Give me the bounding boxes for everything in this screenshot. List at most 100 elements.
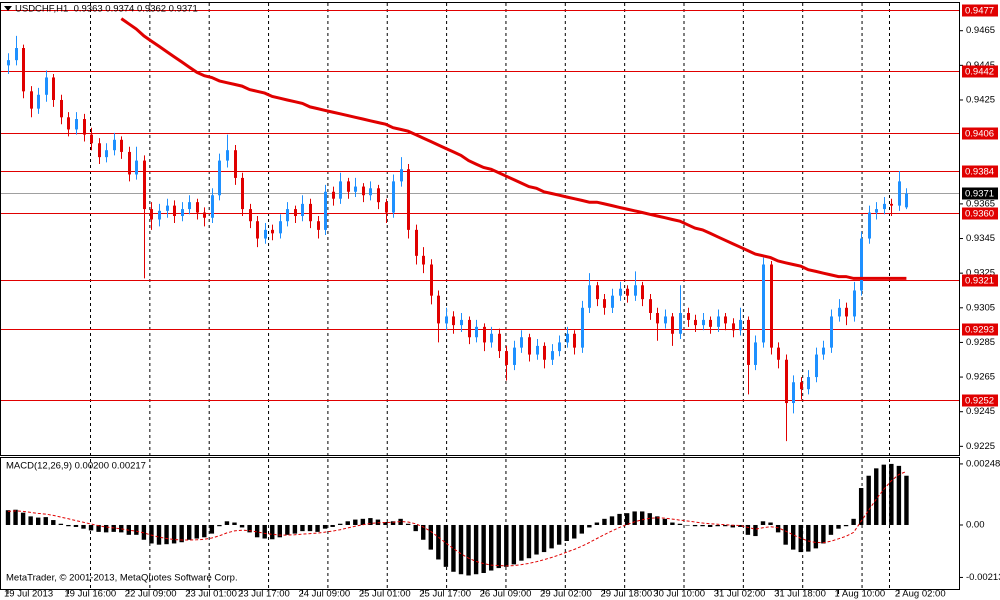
- candle-body: [830, 316, 833, 348]
- candle-body: [807, 377, 810, 390]
- y-tick-label: 0.9285: [966, 337, 995, 348]
- macd-bar: [707, 524, 713, 527]
- candle-body: [196, 202, 199, 213]
- macd-bar: [103, 524, 109, 533]
- candle-body: [671, 316, 674, 334]
- y-tick-label: 0.9365: [966, 198, 995, 209]
- macd-bar: [66, 524, 71, 527]
- macd-bar: [489, 524, 494, 571]
- candle-body: [543, 345, 546, 360]
- candle-body: [369, 188, 372, 196]
- macd-bar: [209, 524, 215, 534]
- macd-bar: [247, 524, 252, 533]
- candle-body: [83, 119, 86, 135]
- candle-body: [218, 160, 221, 196]
- macd-bar: [217, 524, 222, 527]
- level-label: 0.9293: [965, 325, 994, 336]
- candle-body: [687, 312, 690, 320]
- macd-bar: [526, 524, 532, 559]
- candle-body: [792, 382, 795, 404]
- macd-bar: [655, 516, 660, 525]
- candle-body: [407, 169, 410, 230]
- candle-body: [702, 319, 705, 326]
- macd-bar: [828, 524, 834, 535]
- macd-bar: [119, 524, 124, 533]
- candle-body: [135, 160, 138, 175]
- candle-body: [30, 91, 33, 109]
- x-tick-label: 31 Jul 18:00: [774, 589, 826, 600]
- macd-bar: [81, 524, 86, 529]
- candle-body: [317, 221, 320, 230]
- macd-bar: [851, 518, 856, 525]
- level-label-box: [962, 165, 998, 178]
- macd-bar: [338, 523, 343, 525]
- candle-body: [626, 288, 629, 296]
- macd-bar: [202, 524, 207, 538]
- level-label: 0.9321: [965, 276, 994, 287]
- candle-body: [22, 48, 25, 92]
- candle-body: [883, 203, 886, 210]
- x-tick-label: 26 Jul 09:00: [480, 589, 532, 600]
- candle-body: [853, 290, 856, 317]
- candle-body: [385, 202, 388, 213]
- candle-body: [98, 143, 101, 158]
- candle-body: [596, 285, 599, 300]
- candle-body: [724, 316, 727, 324]
- candle-body: [150, 209, 153, 220]
- y-tick-label: 0.9225: [966, 441, 995, 452]
- candle-body: [339, 181, 342, 199]
- candle-body: [294, 209, 297, 217]
- level-label-box: [962, 207, 998, 220]
- candle-body: [619, 288, 622, 296]
- candle-body: [415, 229, 418, 256]
- macd-bar: [677, 523, 683, 525]
- candle-body: [868, 212, 871, 239]
- candle-body: [452, 316, 455, 326]
- candle-body: [211, 195, 214, 218]
- macd-bar: [141, 524, 147, 540]
- macd-bar: [858, 488, 864, 525]
- candle-body: [256, 221, 259, 239]
- macd-bar: [791, 524, 796, 550]
- macd-bar: [375, 519, 381, 525]
- candle-body: [362, 186, 365, 196]
- macd-bar: [640, 511, 645, 525]
- candle-body: [656, 312, 659, 324]
- macd-bar: [383, 522, 388, 525]
- level-label-box: [962, 274, 998, 287]
- candle-body: [528, 337, 531, 355]
- level-label-box: [962, 127, 998, 140]
- candle-body: [324, 191, 327, 230]
- macd-bar: [164, 524, 169, 545]
- x-tick-label: 25 Jul 01:00: [359, 589, 411, 600]
- candle-body: [770, 264, 773, 348]
- macd-bar: [232, 522, 237, 525]
- macd-bar: [156, 524, 162, 545]
- macd-bar: [685, 524, 690, 526]
- macd-y-tick-label: 0.00: [966, 520, 985, 531]
- macd-bar: [179, 524, 184, 543]
- x-tick-label: 24 Jul 09:00: [298, 589, 350, 600]
- candle-body: [649, 299, 652, 313]
- macd-bar: [5, 510, 11, 525]
- candle-body: [45, 77, 48, 95]
- candle-body: [279, 221, 282, 234]
- candle-body: [241, 177, 244, 210]
- macd-bar: [360, 518, 366, 525]
- candle-body: [520, 337, 523, 348]
- macd-y-tick-label: 0.00248: [966, 458, 1000, 469]
- level-label: 0.9360: [965, 209, 994, 220]
- level-label: 0.9252: [965, 396, 994, 407]
- candle-body: [52, 77, 55, 100]
- candle-body: [158, 210, 161, 220]
- candle-body: [128, 151, 131, 175]
- macd-bar: [345, 521, 350, 525]
- macd-bar: [662, 518, 668, 525]
- candle-body: [641, 285, 644, 300]
- candle-body: [634, 285, 637, 296]
- macd-bar: [866, 475, 871, 525]
- candle-body: [67, 117, 70, 130]
- macd-bar: [609, 516, 615, 525]
